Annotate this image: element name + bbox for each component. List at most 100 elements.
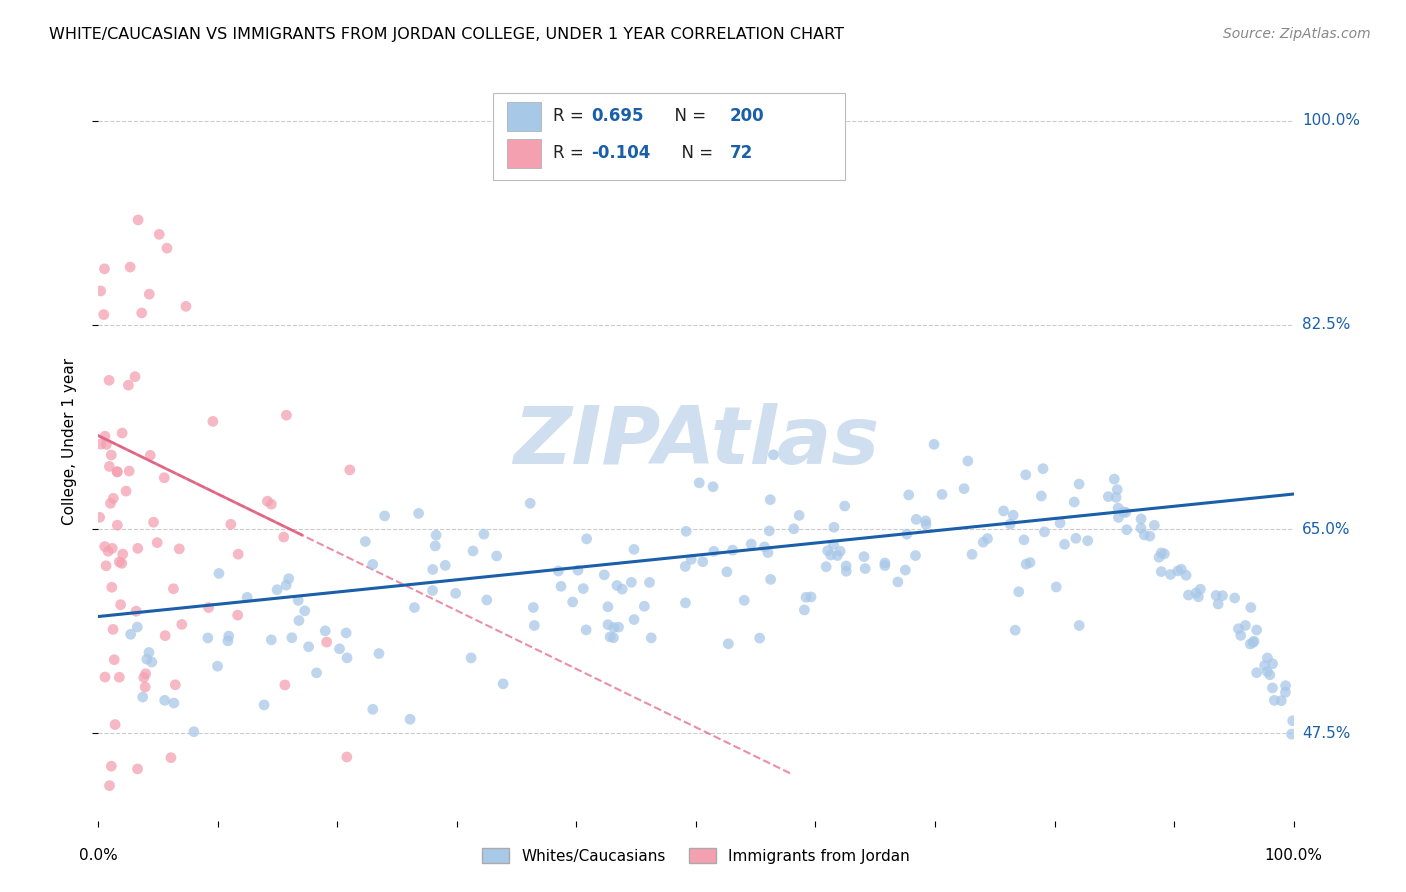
Point <box>93 308 115 322</box>
Point <box>1069 618 1091 632</box>
Point <box>100 496 122 510</box>
Point <box>1175 568 1198 582</box>
Point <box>815 559 838 574</box>
Point <box>640 631 662 645</box>
Point <box>783 522 806 536</box>
Point <box>1261 681 1284 695</box>
Point <box>1105 491 1128 505</box>
Text: 100.0%: 100.0% <box>1264 848 1323 863</box>
Point <box>606 578 628 592</box>
Point <box>853 549 876 564</box>
Point <box>1243 634 1265 648</box>
Point <box>374 508 396 523</box>
Point <box>103 491 125 506</box>
Point <box>998 517 1021 532</box>
Point <box>550 579 572 593</box>
Point <box>1012 533 1035 547</box>
Point <box>98 779 121 793</box>
Point <box>314 624 336 638</box>
Point <box>894 563 917 577</box>
Text: R =: R = <box>553 145 589 162</box>
Point <box>148 227 170 242</box>
Point <box>425 539 447 553</box>
Point <box>1104 472 1126 486</box>
Point <box>105 518 128 533</box>
Point <box>716 565 738 579</box>
Point <box>522 600 544 615</box>
Point <box>339 463 361 477</box>
Point <box>956 454 979 468</box>
Point <box>1153 547 1175 561</box>
Point <box>1115 523 1137 537</box>
Point <box>1258 667 1281 681</box>
Point <box>1107 501 1129 516</box>
Point <box>1223 591 1246 605</box>
Point <box>183 724 205 739</box>
Point <box>138 287 160 301</box>
Point <box>287 593 309 607</box>
Point <box>139 448 162 462</box>
Point <box>276 408 298 422</box>
Point <box>131 306 153 320</box>
Point <box>105 465 128 479</box>
Point <box>1256 651 1278 665</box>
Point <box>201 414 224 428</box>
Point <box>141 655 163 669</box>
Point <box>1053 537 1076 551</box>
Point <box>94 429 117 443</box>
Legend: Whites/Caucasians, Immigrants from Jordan: Whites/Caucasians, Immigrants from Jorda… <box>475 842 917 870</box>
Point <box>873 558 896 573</box>
Text: 82.5%: 82.5% <box>1302 318 1350 333</box>
Point <box>681 552 703 566</box>
Point <box>1263 693 1285 707</box>
Point <box>404 600 426 615</box>
Point <box>1187 590 1209 604</box>
Point <box>1063 495 1085 509</box>
Point <box>1229 628 1251 642</box>
Point <box>1032 461 1054 475</box>
Point <box>266 582 288 597</box>
Point <box>827 549 849 563</box>
Point <box>131 690 153 704</box>
Point <box>794 591 817 605</box>
Point <box>105 465 128 479</box>
Point <box>1177 588 1199 602</box>
Point <box>288 614 311 628</box>
Point <box>835 558 858 573</box>
Y-axis label: College, Under 1 year: College, Under 1 year <box>62 358 77 525</box>
Point <box>1253 658 1275 673</box>
Point <box>260 497 283 511</box>
Point <box>162 582 184 596</box>
Point <box>336 750 359 764</box>
Point <box>408 507 430 521</box>
Point <box>1130 512 1153 526</box>
Point <box>127 620 149 634</box>
Point <box>163 696 186 710</box>
Point <box>336 651 359 665</box>
Point <box>108 670 131 684</box>
Point <box>972 535 994 549</box>
Point <box>1170 562 1192 576</box>
Point <box>120 627 142 641</box>
Point <box>1205 589 1227 603</box>
Text: Source: ZipAtlas.com: Source: ZipAtlas.com <box>1223 27 1371 41</box>
Point <box>132 671 155 685</box>
Point <box>256 494 278 508</box>
Point <box>98 459 121 474</box>
Point <box>100 448 122 462</box>
Point <box>1112 505 1135 519</box>
Text: 0.0%: 0.0% <box>79 848 118 863</box>
Point <box>692 555 714 569</box>
Point <box>236 591 259 605</box>
Point <box>197 600 219 615</box>
Point <box>673 559 696 574</box>
Point <box>135 652 157 666</box>
Point <box>817 543 839 558</box>
Point <box>1067 477 1090 491</box>
Point <box>612 582 634 596</box>
Point <box>905 512 928 526</box>
Point <box>762 448 785 462</box>
Point <box>620 575 643 590</box>
Point <box>273 530 295 544</box>
Point <box>575 623 598 637</box>
